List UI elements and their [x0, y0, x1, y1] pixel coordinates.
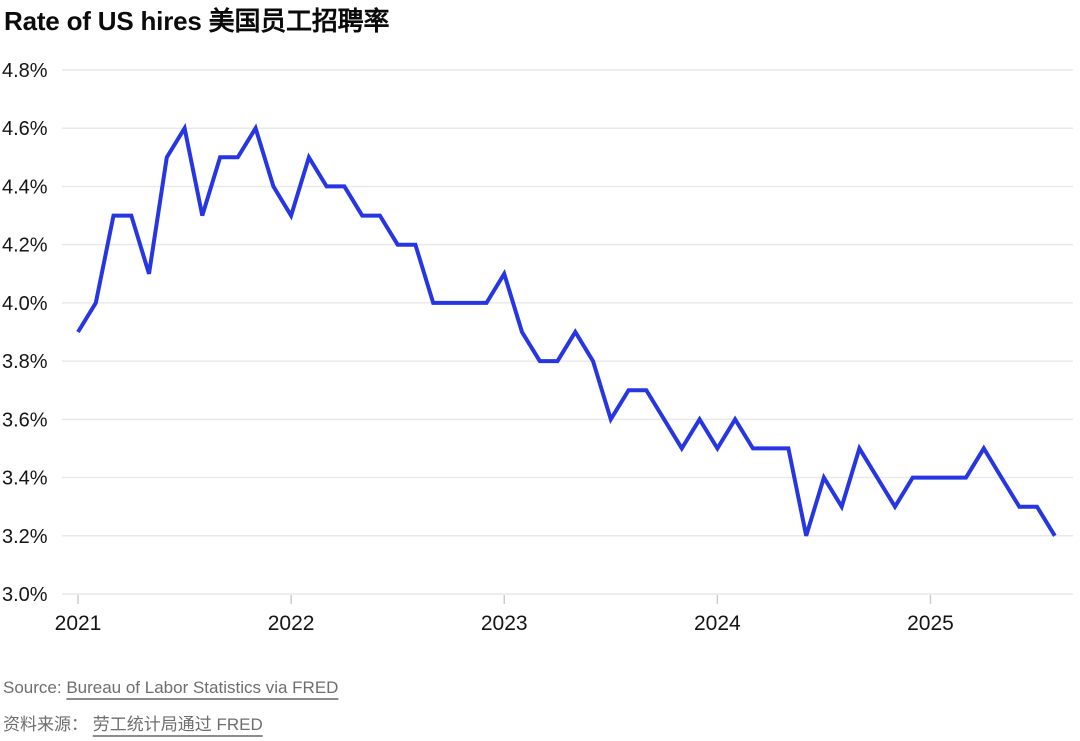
chart-title: Rate of US hires 美国员工招聘率 [4, 6, 390, 36]
x-axis-label: 2023 [481, 612, 528, 635]
y-axis-label: 3.2% [2, 526, 48, 548]
source-line-zh: 资料来源： 劳工统计局通过 FRED [3, 710, 263, 735]
line-chart: 3.0% 3.2% 3.4% 3.6% 3.8% 4.0% 4.2% 4.4% 4.6% 4.8%… [2, 60, 1073, 635]
y-axis-label: 3.0% [2, 584, 48, 606]
y-axis-label: 3.4% [2, 468, 48, 490]
x-axis-label: 2021 [55, 612, 102, 635]
y-axis-label: 4.0% [2, 293, 48, 315]
x-axis-label: 2024 [694, 612, 741, 635]
x-axis-label: 2022 [268, 612, 315, 635]
y-axis-label: 4.2% [2, 235, 48, 257]
y-axis-label: 3.8% [2, 351, 48, 373]
source-prefix-zh: 资料来源： [3, 715, 93, 734]
source-prefix-en: Source: [3, 678, 67, 697]
y-axis-label: 4.8% [2, 60, 48, 82]
x-axis-label: 2025 [907, 612, 954, 635]
y-axis-label: 4.4% [2, 176, 48, 198]
source-line-en: Source: Bureau of Labor Statistics via F… [3, 678, 338, 698]
y-axis-label: 3.6% [2, 409, 48, 431]
source-link-en[interactable]: Bureau of Labor Statistics via FRED [66, 678, 339, 697]
hires-rate-line [76, 122, 1057, 537]
source-link-zh[interactable]: 劳工统计局通过 FRED [92, 715, 263, 734]
y-axis-label: 4.6% [2, 118, 48, 140]
